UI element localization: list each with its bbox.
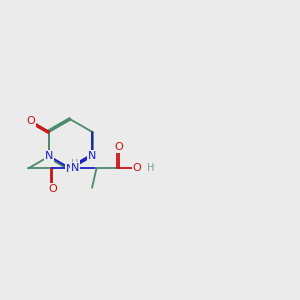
Text: O: O xyxy=(27,116,35,126)
Text: O: O xyxy=(115,142,123,152)
Text: H: H xyxy=(147,163,154,173)
Text: N: N xyxy=(88,151,96,161)
Text: N: N xyxy=(71,163,79,173)
Text: N: N xyxy=(66,164,75,174)
Text: O: O xyxy=(133,163,141,173)
Text: O: O xyxy=(48,184,57,194)
Text: N: N xyxy=(45,151,53,161)
Text: H: H xyxy=(71,159,79,169)
